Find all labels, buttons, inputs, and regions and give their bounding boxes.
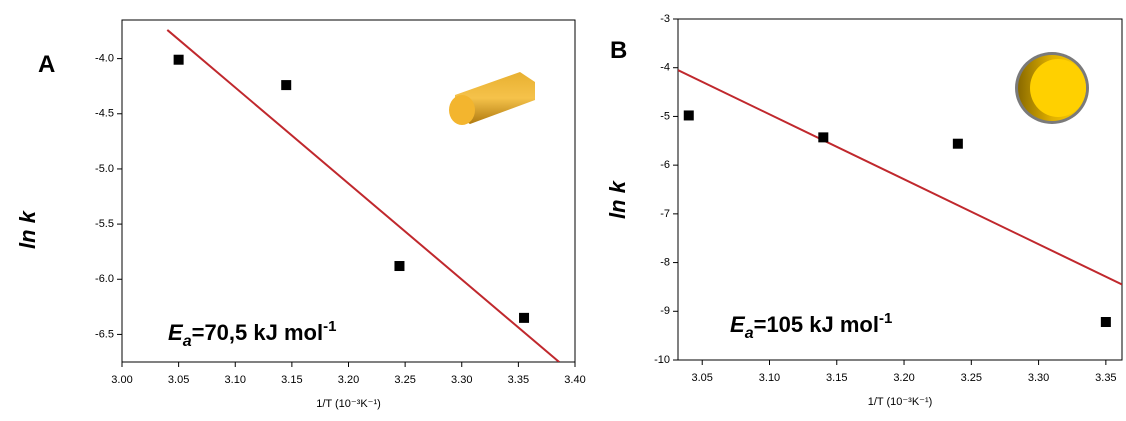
y-tick-label: -7	[660, 208, 670, 220]
y-tick-label: -9	[660, 305, 670, 317]
data-point	[683, 110, 694, 121]
x-tick-label: 3.00	[111, 374, 132, 386]
data-point	[394, 261, 405, 272]
x-tick-label: 3.30	[451, 374, 472, 386]
disk-icon	[1015, 52, 1089, 124]
y-axis-title: ln k	[15, 209, 40, 249]
x-tick-label: 3.10	[225, 374, 246, 386]
y-tick-label: -4	[660, 62, 670, 74]
ea-symbol: E	[730, 312, 746, 337]
plot-frame	[121, 19, 576, 363]
x-tick-label: 3.10	[759, 372, 780, 384]
x-tick-label: 3.25	[961, 372, 982, 384]
data-point	[1100, 317, 1111, 328]
y-tick-label: -5.0	[95, 163, 114, 175]
data-point	[952, 138, 963, 149]
y-tick-label: -4.0	[95, 53, 114, 65]
y-tick-label: -4.5	[95, 108, 114, 120]
x-tick-label: 3.15	[826, 372, 847, 384]
x-tick-label: 3.35	[1095, 372, 1116, 384]
fit-line	[678, 69, 1122, 286]
annotation: Ea=105 kJ mol-1	[730, 310, 892, 342]
x-tick-label: 3.20	[338, 374, 359, 386]
y-tick-label: -5	[660, 110, 670, 122]
x-axis-title: 1/T (10⁻³K⁻¹)	[868, 396, 933, 408]
x-tick-label: 3.05	[692, 372, 713, 384]
y-tick-label: -5.5	[95, 218, 114, 230]
rod-icon	[449, 72, 535, 125]
data-point	[818, 132, 829, 143]
data-point	[519, 312, 530, 323]
y-tick-label: -6	[660, 159, 670, 171]
ea-subscript: a	[183, 333, 192, 350]
x-tick-label: 3.30	[1028, 372, 1049, 384]
x-tick-label: 3.40	[564, 374, 585, 386]
y-tick-label: -8	[660, 256, 670, 268]
ea-symbol: E	[168, 320, 184, 345]
ea-text: =70,5 kJ mol	[192, 320, 323, 345]
y-tick-label: -6.5	[95, 328, 114, 340]
data-point	[173, 54, 184, 65]
panel-label: B	[610, 37, 627, 64]
x-tick-label: 3.15	[281, 374, 302, 386]
y-tick-label: -10	[654, 354, 670, 366]
plot-frame	[677, 18, 1123, 361]
x-tick-label: 3.05	[168, 374, 189, 386]
annotation: Ea=70,5 kJ mol-1	[168, 318, 336, 350]
y-tick-label: -3	[660, 13, 670, 25]
y-axis-title: ln k	[605, 179, 630, 219]
x-tick-label: 3.25	[394, 374, 415, 386]
data-point	[281, 80, 292, 91]
x-tick-label: 3.20	[893, 372, 914, 384]
ea-subscript: a	[745, 325, 754, 342]
x-axis-title: 1/T (10⁻³K⁻¹)	[316, 398, 381, 410]
y-tick-label: -6.0	[95, 273, 114, 285]
ea-superscript: -1	[323, 318, 336, 335]
x-tick-label: 3.35	[508, 374, 529, 386]
panel-label: A	[38, 51, 55, 78]
ea-superscript: -1	[879, 310, 892, 327]
fit-line	[166, 29, 560, 362]
ea-text: =105 kJ mol	[754, 312, 879, 337]
